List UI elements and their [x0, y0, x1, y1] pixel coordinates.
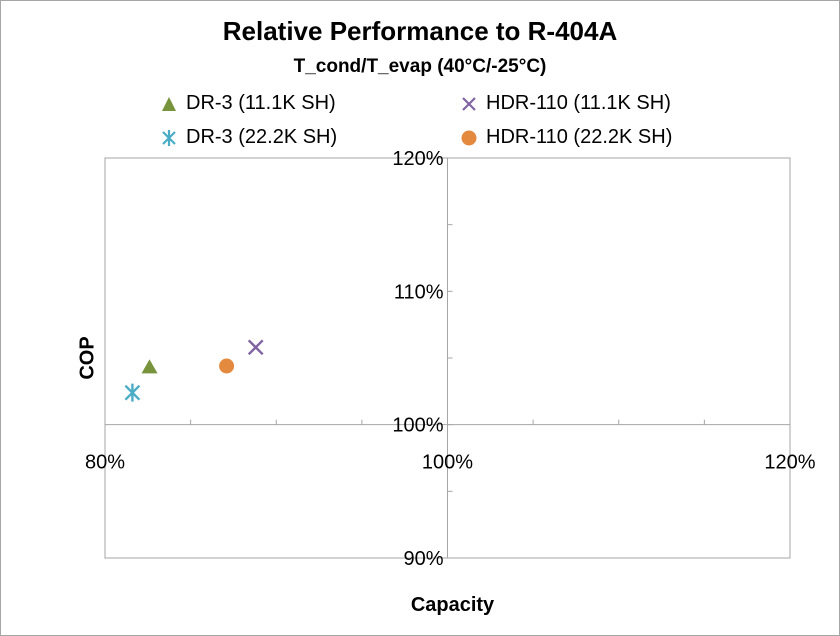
- legend-entry-hdr110-22k: HDR-110 (22.2K SH): [460, 126, 672, 149]
- data-point-circle: [219, 358, 235, 374]
- circle-marker-icon: [461, 130, 477, 145]
- y-axis-label: COP: [76, 336, 99, 380]
- legend-label: DR-3 (22.2K SH): [186, 126, 338, 148]
- data-point-asterisk: [124, 383, 141, 402]
- y-tick-label: 110%: [394, 281, 444, 303]
- x-tick-label: 80%: [85, 452, 125, 474]
- chart-subtitle: T_cond/T_evap (40°C/-25°C): [293, 56, 547, 77]
- data-point-x: [247, 339, 264, 356]
- y-tick-label: 100%: [392, 415, 443, 437]
- y-tick-label: 120%: [392, 148, 443, 170]
- x-axis-label: Capacity: [410, 594, 495, 616]
- x-marker-icon: [462, 96, 476, 111]
- data-point-triangle: [141, 359, 158, 374]
- x-tick-label: 120%: [764, 452, 815, 474]
- asterisk-marker-icon: [162, 129, 176, 146]
- chart-title: Relative Performance to R-404A: [222, 16, 618, 46]
- triangle-marker-icon: [162, 96, 176, 111]
- y-tick-label: 90%: [403, 548, 443, 570]
- legend-label: DR-3 (11.1K SH): [186, 92, 336, 114]
- legend-label: HDR-110 (11.1K SH): [486, 92, 671, 114]
- legend-entry-dr3-22k: DR-3 (22.2K SH): [160, 126, 337, 149]
- legend-entry-hdr110-11k: HDR-110 (11.1K SH): [460, 92, 671, 115]
- legend-entry-dr3-11k: DR-3 (11.1K SH): [160, 92, 336, 115]
- x-tick-label: 100%: [422, 452, 473, 474]
- legend-label: HDR-110 (22.2K SH): [486, 126, 673, 148]
